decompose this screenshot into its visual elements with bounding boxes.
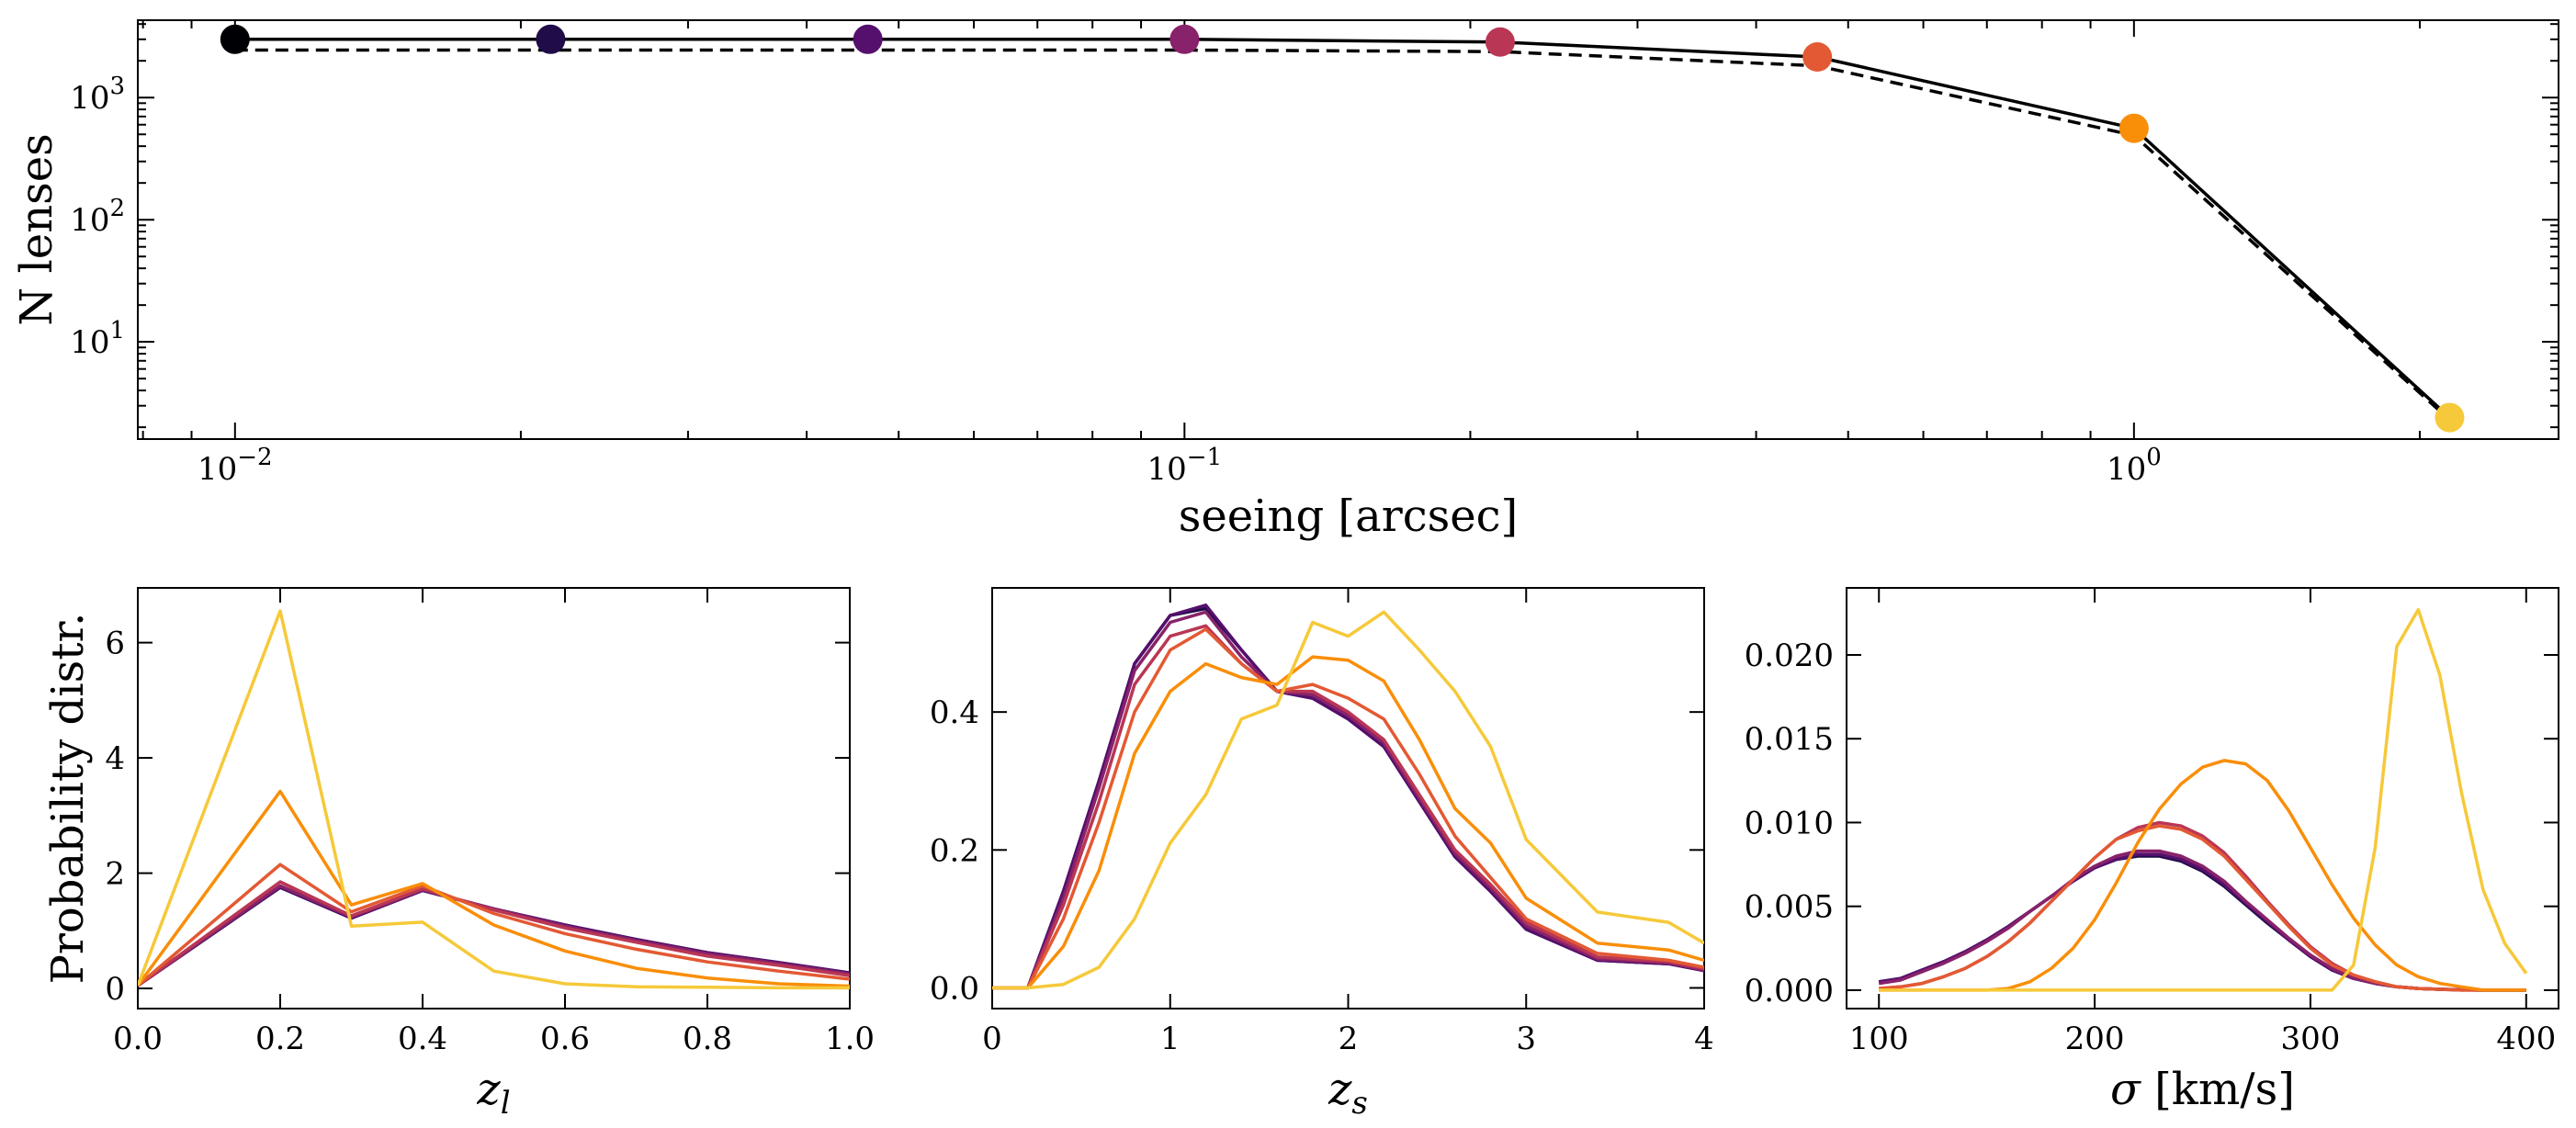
x-axis-label: σ [km/s]: [2110, 1064, 2295, 1115]
chart-zs-distribution: 0 1 2 3 4 0.0 0.2 0.4 zs: [930, 587, 1714, 1122]
data-point: [1802, 42, 1833, 73]
y-axis-label: N lenses: [11, 133, 62, 326]
y-tick-label: 2: [105, 856, 125, 893]
x-tick-label: 0.6: [540, 1021, 590, 1057]
series-line: [992, 610, 1704, 990]
series-line: [138, 789, 850, 988]
x-tick-label: 10−2: [198, 444, 273, 488]
x-tick-label: 100: [1849, 1021, 1909, 1057]
series-line: [992, 655, 1704, 990]
data-point: [536, 24, 566, 54]
y-tick-label: 0: [105, 971, 125, 1008]
chart-seeing-nlenses: 10−2 10−1 100 101 102 103 seeing [arcsec] N len…: [11, 19, 2559, 542]
data-point: [853, 24, 883, 54]
data-point: [1169, 24, 1200, 54]
series-line: [1878, 854, 2526, 992]
x-tick-label: 0.4: [398, 1021, 447, 1057]
series-line: [1879, 824, 2526, 992]
y-tick-label: 0.0: [930, 970, 979, 1007]
data-point: [1485, 27, 1515, 57]
x-tick-label: 3: [1516, 1021, 1536, 1057]
series-line-dashed: [234, 48, 2451, 422]
x-tick-label: 200: [2065, 1021, 2125, 1057]
x-tick-label: 0.2: [255, 1021, 305, 1057]
data-point: [2435, 402, 2465, 433]
series-line: [1879, 820, 2526, 992]
series-line: [992, 624, 1704, 990]
y-tick-label: 0.005: [1745, 889, 1834, 926]
y-tick-label: 103: [70, 73, 125, 117]
series-group: [1878, 607, 2528, 992]
x-tick-label: 10−1: [1147, 444, 1223, 488]
y-tick-label: 102: [70, 195, 125, 239]
series-line: [992, 610, 1704, 990]
x-tick-label: 0.8: [683, 1021, 732, 1057]
y-tick-label: 0.4: [930, 694, 979, 731]
series-line: [138, 880, 850, 987]
y-tick-label: 0.020: [1745, 637, 1834, 674]
y-tick-label: 6: [105, 626, 125, 662]
series-line: [1879, 607, 2528, 992]
chart-sigma-distribution: 100 200 300 400 0.000 0.005 0.010 0.015 0.020 σ […: [1745, 587, 2559, 1115]
y-tick-label: 0.010: [1745, 805, 1834, 841]
series-line: [992, 603, 1704, 990]
x-tick-label: 0.0: [113, 1021, 163, 1057]
series-group: [992, 603, 1704, 990]
plot-frame: [137, 587, 851, 1010]
data-point: [2118, 113, 2149, 143]
series-line-solid: [234, 38, 2451, 419]
series-line: [1879, 759, 2526, 992]
x-tick-label: 400: [2496, 1021, 2556, 1057]
x-tick-label: 4: [1694, 1021, 1714, 1057]
y-tick-label: 101: [70, 317, 125, 361]
x-tick-label: 300: [2280, 1021, 2340, 1057]
series-line: [992, 627, 1704, 990]
y-tick-label: 0.015: [1745, 721, 1834, 758]
data-point: [220, 24, 250, 54]
chart-zl-distribution: 0.0 0.2 0.4 0.6 0.8 1.0 0 2 4 6 zl Probability dist…: [42, 587, 875, 1122]
x-tick-label: 100: [2107, 444, 2162, 488]
x-tick-label: 0: [982, 1021, 1002, 1057]
x-axis-label: zs: [1328, 1064, 1368, 1122]
x-axis-label: seeing [arcsec]: [1179, 491, 1519, 542]
series-line: [138, 609, 850, 990]
y-tick-label: 0.000: [1745, 973, 1834, 1010]
x-axis-label: zl: [476, 1064, 510, 1122]
plot-frame: [137, 19, 2559, 440]
y-tick-label: 0.2: [930, 832, 979, 869]
y-axis-label: Probability distr.: [42, 613, 94, 985]
x-tick-label: 2: [1339, 1021, 1359, 1057]
x-tick-label: 1: [1160, 1021, 1181, 1057]
series-line: [1878, 852, 2526, 992]
series-line: [138, 863, 850, 987]
x-tick-label: 1.0: [825, 1021, 875, 1057]
y-tick-label: 4: [105, 740, 125, 777]
plot-frame: [1846, 587, 2559, 1010]
series-group: [138, 609, 850, 990]
